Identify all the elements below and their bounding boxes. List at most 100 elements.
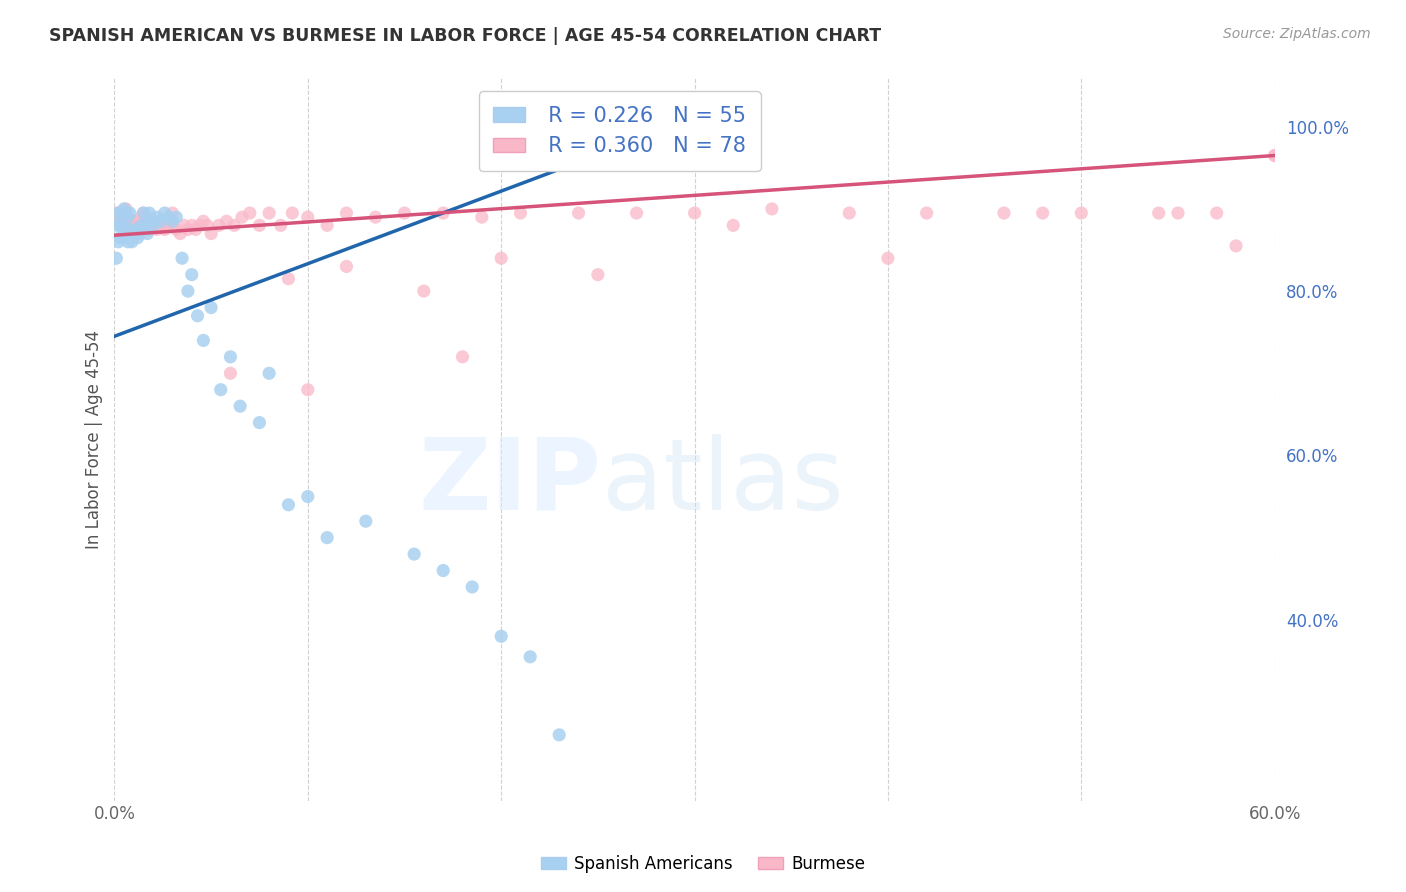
Point (1225, 239, 1247, 253)
Point (146, 222, 169, 236)
Point (249, 219, 271, 233)
Point (117, 210, 139, 224)
Point (138, 222, 160, 236)
Point (127, 230, 149, 244)
Point (567, 206, 589, 220)
Point (249, 416, 271, 430)
Point (115, 222, 138, 236)
Point (177, 222, 200, 236)
Point (519, 649, 541, 664)
Point (586, 268, 609, 282)
Point (993, 206, 1015, 220)
Point (112, 206, 135, 220)
Point (142, 214, 165, 228)
Point (134, 219, 156, 233)
Point (184, 222, 207, 236)
Point (141, 214, 163, 228)
Point (1032, 206, 1054, 220)
Point (489, 629, 512, 643)
Point (118, 206, 141, 220)
Point (105, 219, 128, 233)
Legend:   R = 0.226   N = 55,   R = 0.360   N = 78: R = 0.226 N = 55, R = 0.360 N = 78 (478, 92, 761, 171)
Text: Source: ZipAtlas.com: Source: ZipAtlas.com (1223, 27, 1371, 41)
Point (132, 206, 155, 220)
Point (1205, 206, 1227, 220)
Point (915, 206, 938, 220)
Point (838, 206, 860, 220)
Point (432, 564, 454, 578)
Point (277, 498, 299, 512)
Point (127, 222, 149, 236)
Point (394, 206, 416, 220)
Point (149, 219, 172, 233)
Point (132, 206, 155, 220)
Point (297, 490, 319, 504)
Point (509, 206, 531, 220)
Point (112, 202, 135, 216)
Point (108, 214, 131, 228)
Point (107, 210, 129, 224)
Point (200, 301, 222, 315)
Point (125, 214, 148, 228)
Point (461, 580, 484, 594)
Point (354, 514, 377, 528)
Point (209, 383, 232, 397)
Point (270, 219, 292, 233)
Point (138, 206, 160, 220)
Point (412, 284, 434, 298)
Point (162, 206, 184, 220)
Point (169, 227, 191, 241)
Point (121, 222, 143, 236)
Point (111, 206, 134, 220)
Point (125, 222, 148, 236)
Point (239, 206, 262, 220)
Point (219, 350, 242, 364)
Point (172, 252, 194, 266)
Point (115, 202, 138, 216)
Point (404, 547, 426, 561)
Point (118, 214, 141, 228)
Point (1264, 148, 1286, 162)
Point (761, 202, 783, 216)
Point (108, 219, 131, 233)
Point (1264, 148, 1286, 162)
Point (149, 214, 172, 228)
Point (105, 252, 128, 266)
Point (432, 206, 454, 220)
Point (219, 366, 242, 380)
Point (200, 227, 222, 241)
Text: ZIP: ZIP (419, 434, 602, 531)
Point (122, 227, 145, 241)
Point (131, 210, 153, 224)
Point (157, 210, 180, 224)
Point (157, 219, 180, 233)
Point (136, 210, 159, 224)
Point (364, 210, 387, 224)
Point (153, 206, 176, 220)
Point (1147, 206, 1170, 220)
Point (335, 260, 357, 274)
Point (177, 284, 200, 298)
Point (297, 383, 319, 397)
Point (1167, 206, 1189, 220)
Point (335, 206, 357, 220)
Point (180, 219, 202, 233)
Point (451, 350, 474, 364)
Point (165, 222, 187, 236)
Point (224, 219, 246, 233)
Point (142, 219, 165, 233)
Point (107, 235, 129, 249)
Point (117, 235, 139, 249)
Point (122, 219, 145, 233)
Point (146, 210, 169, 224)
Point (723, 219, 745, 233)
Point (187, 309, 209, 323)
Point (111, 219, 134, 233)
Point (131, 219, 153, 233)
Point (471, 210, 494, 224)
Legend: Spanish Americans, Burmese: Spanish Americans, Burmese (534, 848, 872, 880)
Point (141, 219, 163, 233)
Point (162, 214, 184, 228)
Point (683, 206, 706, 220)
Point (165, 210, 187, 224)
